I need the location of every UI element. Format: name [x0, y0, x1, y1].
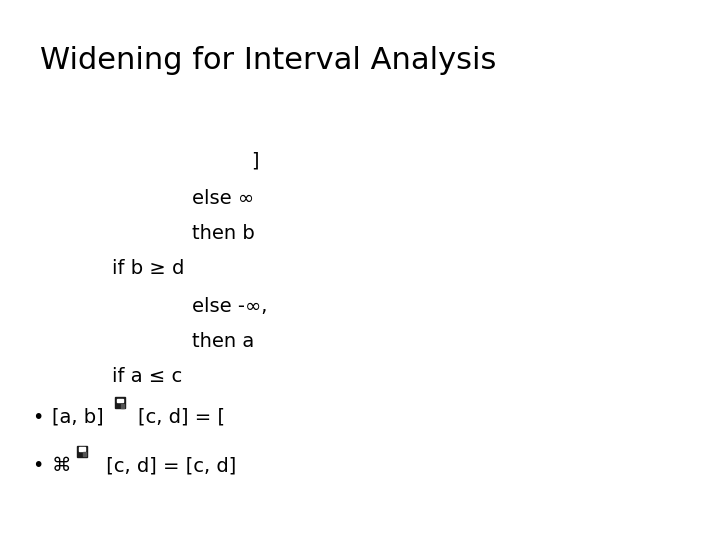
FancyBboxPatch shape: [83, 452, 86, 456]
Text: else -∞,: else -∞,: [192, 297, 267, 316]
Text: ⌘: ⌘: [52, 456, 71, 475]
Text: ]: ]: [251, 151, 258, 170]
Text: then a: then a: [192, 332, 254, 351]
FancyBboxPatch shape: [76, 446, 87, 457]
FancyBboxPatch shape: [114, 397, 125, 408]
Text: •: •: [32, 408, 43, 427]
FancyBboxPatch shape: [117, 399, 123, 402]
Text: else ∞: else ∞: [192, 189, 254, 208]
Text: if a ≤ c: if a ≤ c: [112, 367, 182, 386]
Text: then b: then b: [192, 224, 255, 243]
Text: Widening for Interval Analysis: Widening for Interval Analysis: [40, 46, 496, 75]
Text: [c, d] = [: [c, d] = [: [138, 408, 225, 427]
Text: [c, d] = [c, d]: [c, d] = [c, d]: [100, 456, 236, 475]
FancyBboxPatch shape: [120, 403, 124, 408]
Text: if b ≥ d: if b ≥ d: [112, 259, 184, 278]
FancyBboxPatch shape: [79, 447, 85, 451]
Text: •: •: [32, 456, 43, 475]
Text: [a, b]: [a, b]: [52, 408, 104, 427]
